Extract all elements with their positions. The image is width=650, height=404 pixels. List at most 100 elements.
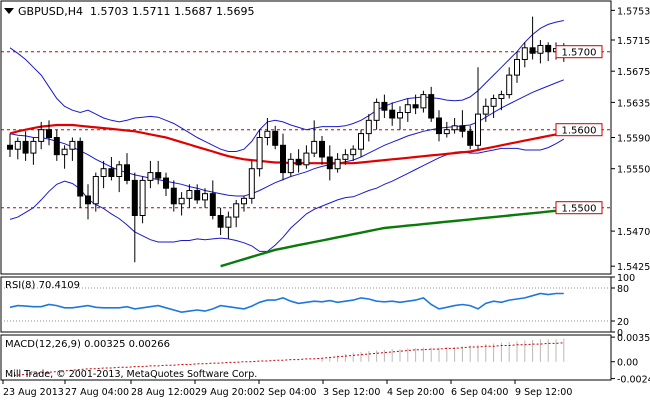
candle-body[interactable] [545, 44, 552, 53]
candle-body[interactable] [77, 140, 84, 197]
candle-body[interactable] [100, 168, 107, 177]
candle-body[interactable] [373, 101, 380, 121]
candle-body[interactable] [506, 74, 513, 96]
candle-body[interactable] [30, 140, 37, 154]
candle-body[interactable] [498, 94, 505, 99]
level-label: 1.5700 [562, 48, 597, 59]
price-tick-label: 1.5635 [617, 98, 650, 109]
candle-body[interactable] [85, 195, 91, 205]
candle-body[interactable] [92, 176, 99, 205]
candle-body[interactable] [233, 203, 240, 218]
ma-red-line [9, 123, 565, 165]
price-level-labels: 1.5700 1.5600 1.5500 [555, 45, 603, 215]
candle-body[interactable] [124, 164, 130, 181]
candle-body[interactable] [467, 130, 474, 146]
time-tick-label: 4 Sep 20:00 [387, 387, 444, 398]
candlesticks[interactable] [7, 16, 567, 263]
candle-body[interactable] [248, 168, 255, 199]
price-tick-label: 1.5590 [617, 134, 650, 145]
candle-body[interactable] [490, 98, 497, 107]
candle-body[interactable] [311, 140, 318, 154]
candle-body[interactable] [342, 154, 349, 160]
candle-body[interactable] [116, 164, 123, 178]
candle-body[interactable] [436, 117, 442, 135]
candle-body[interactable] [537, 44, 544, 54]
candle-body[interactable] [139, 179, 146, 216]
macd-histogram [321, 338, 565, 362]
moving-averages [9, 123, 565, 268]
candle-body[interactable] [7, 144, 13, 150]
candle-body[interactable] [22, 140, 29, 154]
candle-body[interactable] [272, 130, 279, 146]
candle-body[interactable] [170, 187, 177, 205]
candle-body[interactable] [350, 148, 357, 156]
candle-body[interactable] [46, 129, 52, 138]
candle-body[interactable] [209, 193, 216, 217]
candle-body[interactable] [443, 129, 450, 135]
macd-tick-label: 0.0035 [617, 333, 650, 344]
candle-body[interactable] [295, 158, 302, 166]
price-tick-label: 1.5550 [617, 165, 650, 176]
candle-body[interactable] [225, 216, 232, 228]
candle-body[interactable] [53, 137, 60, 156]
candle-body[interactable] [14, 140, 21, 150]
candle-body[interactable] [514, 59, 520, 76]
candle-body[interactable] [108, 168, 115, 177]
candle-body[interactable] [256, 137, 263, 170]
candle-body[interactable] [69, 140, 76, 150]
symbol-label: GBPUSD,H4 [18, 5, 83, 18]
candle-body[interactable] [217, 215, 224, 228]
macd-tick-label: 0.00 [617, 358, 638, 369]
candle-body[interactable] [529, 47, 536, 54]
candle-body[interactable] [319, 140, 325, 158]
candle-body[interactable] [131, 179, 138, 216]
candle-body[interactable] [287, 158, 294, 174]
time-tick-label: 23 Aug 2013 [3, 387, 64, 398]
candle-body[interactable] [280, 144, 286, 174]
candle-body[interactable] [397, 112, 403, 119]
dropdown-arrow-icon[interactable] [4, 8, 14, 14]
candle-body[interactable] [521, 47, 528, 60]
candle-body[interactable] [451, 125, 458, 131]
time-tick-label: 27 Aug 04:00 [65, 387, 129, 398]
copyright-text: Mill Trade, © 2001-2013, MetaQuotes Soft… [5, 369, 257, 380]
candle-body[interactable] [163, 177, 169, 189]
candle-body[interactable] [428, 94, 435, 119]
candle-body[interactable] [482, 105, 489, 115]
time-tick-label: 29 Aug 20:00 [195, 387, 259, 398]
candle-body[interactable] [358, 133, 364, 150]
candle-body[interactable] [38, 129, 45, 142]
price-tick-label: 1.5675 [617, 67, 650, 78]
candle-body[interactable] [365, 119, 372, 135]
candle-body[interactable] [186, 190, 193, 199]
candle-body[interactable] [178, 197, 185, 205]
candle-body[interactable] [326, 156, 333, 170]
candle-body[interactable] [389, 109, 396, 119]
candle-body[interactable] [334, 158, 341, 170]
candle-body[interactable] [147, 172, 154, 181]
candle-body[interactable] [202, 193, 208, 201]
rsi-tick-label: 100 [617, 273, 635, 284]
rsi-tick-label: 0 [617, 328, 623, 339]
candle-body[interactable] [404, 104, 411, 114]
candle-body[interactable] [264, 130, 271, 138]
macd-panel[interactable]: MACD(12,26,9) 0.00325 0.00266 Mill Trade… [0, 333, 650, 386]
candle-body[interactable] [381, 101, 388, 111]
ohlc-values: 1.5703 1.5711 1.5687 1.5695 [90, 5, 254, 18]
candle-body[interactable] [303, 152, 310, 166]
price-panel[interactable]: GBPUSD,H4 1.5703 1.5711 1.5687 1.5695 1.… [0, 0, 650, 275]
rsi-line [9, 292, 564, 314]
candle-body[interactable] [420, 94, 427, 109]
candle-body[interactable] [61, 148, 68, 156]
candle-body[interactable] [412, 104, 419, 109]
time-tick-label: 6 Sep 04:00 [451, 387, 508, 398]
candle-body[interactable] [194, 190, 201, 201]
candle-body[interactable] [459, 125, 466, 132]
candle-body[interactable] [241, 197, 247, 205]
candle-body[interactable] [155, 172, 162, 179]
candle-body[interactable] [475, 113, 481, 146]
